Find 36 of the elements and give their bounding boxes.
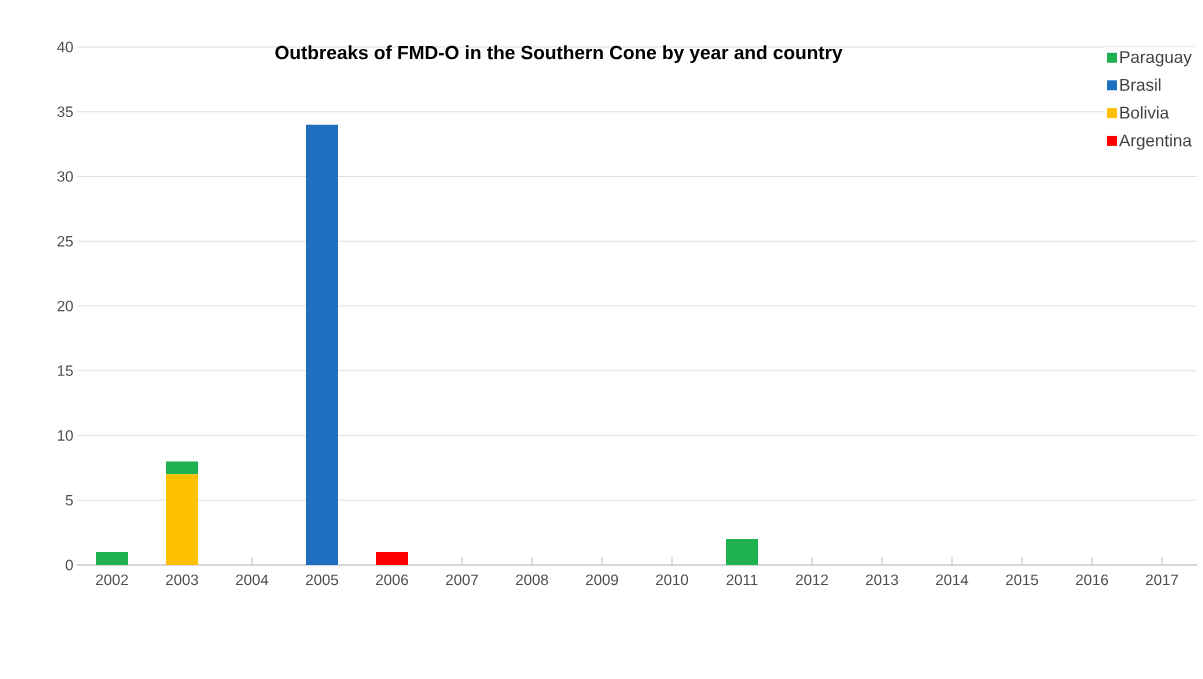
x-tick-label: 2014 bbox=[936, 574, 969, 586]
x-tick-label: 2005 bbox=[306, 574, 339, 586]
legend-label: Bolivia bbox=[1120, 106, 1170, 119]
x-tick-label: 2007 bbox=[446, 574, 478, 586]
legend-label: Argentina bbox=[1119, 134, 1192, 150]
chart-title: Outbreaks of FMD-O in the Southern Cone by year and country bbox=[275, 45, 843, 64]
y-tick-label: 35 bbox=[57, 106, 73, 118]
x-tick-label: 2006 bbox=[376, 574, 409, 586]
x-tick-label: 2004 bbox=[236, 574, 269, 586]
y-tick-label: 0 bbox=[65, 559, 73, 571]
x-tick-label: 2012 bbox=[796, 574, 828, 586]
x-tick-label: 2013 bbox=[866, 574, 899, 586]
x-tick-label: 2016 bbox=[1076, 574, 1109, 586]
x-tick-label: 2017 bbox=[1146, 574, 1178, 586]
y-tick-label: 5 bbox=[65, 495, 73, 506]
x-tick-label: 2011 bbox=[726, 574, 758, 586]
bar bbox=[376, 552, 409, 565]
x-tick-label: 2008 bbox=[516, 574, 549, 586]
bar bbox=[306, 124, 338, 565]
legend-label: Paraguay bbox=[1120, 51, 1192, 67]
y-tick-label: 20 bbox=[57, 300, 73, 312]
x-tick-label: 2015 bbox=[1006, 574, 1039, 586]
y-tick-label: 10 bbox=[57, 430, 73, 441]
y-tick-label: 40 bbox=[57, 41, 73, 53]
bar bbox=[166, 461, 199, 475]
bar bbox=[96, 552, 129, 565]
y-tick-label: 15 bbox=[57, 365, 73, 376]
x-tick-label: 2003 bbox=[166, 574, 199, 586]
x-tick-label: 2010 bbox=[656, 574, 689, 586]
x-tick-label: 2002 bbox=[96, 574, 128, 586]
x-tick-label: 2009 bbox=[586, 574, 618, 586]
y-tick-label: 30 bbox=[57, 171, 73, 182]
legend-label: Brasil bbox=[1120, 78, 1161, 91]
y-tick-label: 25 bbox=[57, 235, 73, 247]
bar bbox=[166, 474, 199, 565]
bar bbox=[726, 539, 758, 565]
